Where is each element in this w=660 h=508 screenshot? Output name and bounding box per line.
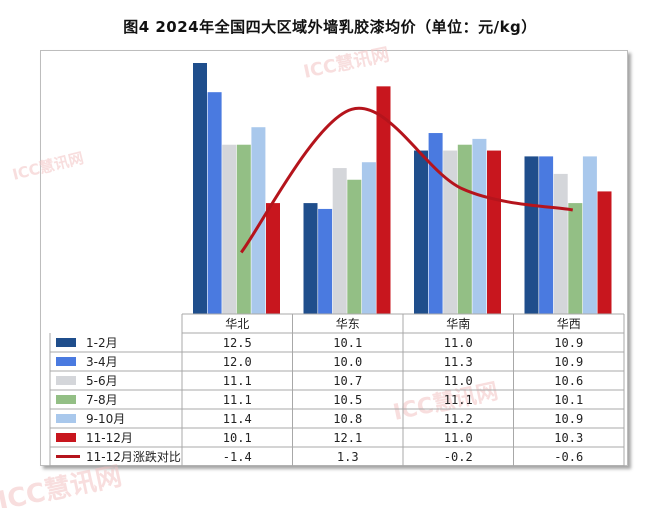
table-cell: -1.4 xyxy=(223,450,252,464)
table-cell: 11.2 xyxy=(444,412,473,426)
bar-2-5 xyxy=(487,150,501,314)
bar-0-1 xyxy=(207,92,222,315)
bar-3-3 xyxy=(568,203,583,314)
bars-layer xyxy=(193,63,612,315)
table-cell: 10.5 xyxy=(333,393,362,407)
chart-title: 图4 2024年全国四大区域外墙乳胶漆均价（单位：元/kg） xyxy=(123,18,537,36)
table-cell: 11.1 xyxy=(223,393,252,407)
bar-1-3 xyxy=(347,179,362,314)
category-label: 华北 xyxy=(225,317,249,331)
table-cell: 10.9 xyxy=(554,355,583,369)
table-cell: 1.3 xyxy=(337,450,359,464)
table-cell: 10.1 xyxy=(333,336,362,350)
table-cell: 10.8 xyxy=(333,412,362,426)
bar-2-3 xyxy=(457,144,472,314)
bar-0-2 xyxy=(222,144,237,314)
table-cell: 10.9 xyxy=(554,336,583,350)
series-name: 7-8月 xyxy=(86,393,118,407)
table-cell: 10.1 xyxy=(223,431,252,445)
bar-2-4 xyxy=(472,138,487,314)
bar-1-1 xyxy=(318,208,333,314)
table-cell: -0.6 xyxy=(554,450,583,464)
table-cell: 11.0 xyxy=(444,336,473,350)
series-name: 3-4月 xyxy=(86,355,118,369)
bar-2-2 xyxy=(443,150,458,314)
bar-3-4 xyxy=(582,156,597,314)
bar-3-5 xyxy=(597,191,612,314)
change-line xyxy=(240,106,574,254)
watermark-text: ICC慧讯网 xyxy=(0,461,125,508)
series-name: 5-6月 xyxy=(86,374,118,388)
table-cell: 11.0 xyxy=(444,431,473,445)
table-cell: 10.3 xyxy=(554,431,583,445)
table-cell: 10.7 xyxy=(333,374,362,388)
bar-0-4 xyxy=(251,127,266,314)
legend-key-0 xyxy=(56,338,76,347)
bar-3-1 xyxy=(539,156,554,314)
bar-3-0 xyxy=(524,156,539,314)
series-name: 1-2月 xyxy=(86,336,118,350)
bar-0-3 xyxy=(236,144,251,314)
table-cell: 11.0 xyxy=(444,374,473,388)
category-label: 华西 xyxy=(557,317,581,331)
legend-key-1 xyxy=(56,357,76,366)
table-cell: 11.4 xyxy=(223,412,252,426)
watermark-text: ICC慧讯网 xyxy=(301,43,391,83)
series-name: 9-10月 xyxy=(86,412,125,426)
line-layer xyxy=(240,106,574,254)
bar-0-5 xyxy=(266,203,280,314)
bar-1-4 xyxy=(361,162,376,314)
table-cell: -0.2 xyxy=(444,450,473,464)
data-table: 华北 华东 华南 华西 1-2月 12.5 10.1 11.0 10.9 3-4月 12.0 10.0… xyxy=(49,313,625,467)
table-cell: 10.9 xyxy=(554,412,583,426)
bar-0-0 xyxy=(193,63,207,314)
legend-key-5 xyxy=(56,433,76,442)
legend-key-3 xyxy=(56,395,76,404)
table-cell: 10.6 xyxy=(554,374,583,388)
table-cell: 11.1 xyxy=(223,374,252,388)
series-name: 11-12月 xyxy=(86,431,133,445)
table-cell: 10.1 xyxy=(554,393,583,407)
table-cell: 10.0 xyxy=(333,355,362,369)
legend-key-4 xyxy=(56,414,76,423)
series-name: 11-12月涨跌对比 xyxy=(86,449,181,464)
watermark-text: ICC慧讯网 xyxy=(11,149,86,184)
category-label: 华东 xyxy=(336,317,360,331)
table-cell: 12.1 xyxy=(333,431,362,445)
table-cell: 11.1 xyxy=(444,393,473,407)
bar-2-1 xyxy=(428,133,443,314)
legend-key-2 xyxy=(56,376,76,385)
table-cell: 12.0 xyxy=(223,355,252,369)
category-label: 华南 xyxy=(446,316,470,331)
bar-1-2 xyxy=(332,168,347,314)
bar-1-0 xyxy=(303,203,318,314)
bar-3-2 xyxy=(553,173,568,314)
table-cell: 12.5 xyxy=(223,336,252,350)
table-cell: 11.3 xyxy=(444,355,473,369)
bar-2-0 xyxy=(414,150,428,314)
bar-1-5 xyxy=(376,86,391,314)
